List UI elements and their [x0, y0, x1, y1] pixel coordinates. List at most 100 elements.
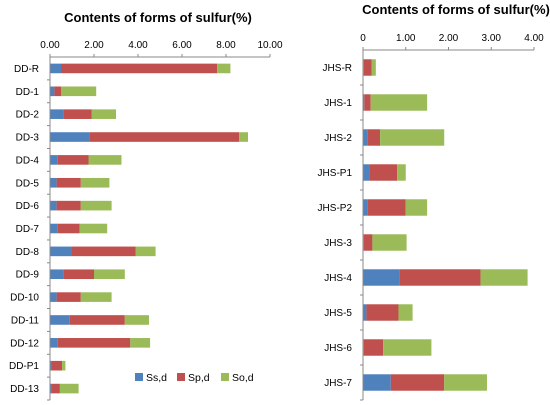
legend-label-ss: Ss,d [146, 372, 167, 384]
x-tick-label: 0.00 [40, 40, 60, 51]
bar-segment-so-d [217, 63, 231, 74]
legend-label-so: So,d [232, 372, 254, 384]
bar-segment-so-d [79, 223, 108, 234]
bar-segment-ss-d [363, 374, 391, 391]
category-label: JHS-4 [324, 273, 352, 284]
x-tick-label: 2.00 [84, 40, 104, 51]
category-label: DD-P1 [9, 361, 39, 372]
bar-segment-ss-d [50, 315, 70, 325]
bar-segment-ss-d [50, 177, 57, 188]
chart-title-dd: Contents of forms of sulfur(%) [64, 10, 252, 25]
x-tick-label: 1.00 [396, 33, 416, 44]
legend-swatch-ss [135, 373, 143, 381]
category-label: DD-13 [10, 384, 39, 395]
bar-segment-so-d [239, 132, 248, 142]
bar-segment-sp-d [69, 315, 125, 325]
category-label: JHS-1 [324, 98, 352, 109]
legend-label-sp: Sp,d [188, 372, 210, 384]
category-label: DD-3 [16, 133, 40, 144]
category-label: DD-8 [16, 247, 40, 258]
bar-segment-ss-d [50, 200, 57, 211]
legend-swatch-sp [177, 373, 185, 381]
bar-segment-ss-d [363, 94, 365, 111]
bar-segment-sp-d [364, 94, 371, 111]
bar-segment-ss-d [363, 129, 368, 146]
bar-segment-sp-d [63, 269, 94, 280]
bar-segment-sp-d [363, 234, 373, 251]
x-tick-label: 10.00 [257, 40, 282, 51]
x-tick-label: 0 [360, 33, 366, 44]
category-label: JHS-2 [324, 133, 352, 144]
bar-segment-sp-d [56, 200, 81, 211]
x-tick-label: 4.00 [524, 33, 544, 44]
bar-segment-ss-d [50, 132, 90, 142]
bar-segment-sp-d [363, 59, 372, 76]
bar-segment-sp-d [57, 223, 80, 234]
bar-segment-ss-d [50, 109, 64, 119]
bar-segment-ss-d [50, 223, 58, 234]
category-label: JHS-7 [324, 378, 352, 389]
bar-segment-ss-d [50, 338, 58, 348]
bar-segment-so-d [135, 246, 156, 257]
bar-segment-so-d [88, 155, 122, 165]
bar-segment-so-d [130, 338, 151, 348]
bar-segment-so-d [59, 383, 79, 394]
bar-segment-so-d [371, 59, 376, 76]
category-label: DD-12 [10, 338, 39, 349]
x-tick-label: 6.00 [172, 40, 192, 51]
bar-segment-sp-d [366, 304, 399, 321]
x-tick-label: 2.00 [439, 33, 459, 44]
bar-segment-so-d [124, 315, 149, 325]
bar-segment-ss-d [363, 199, 368, 216]
x-tick-label: 4.00 [128, 40, 148, 51]
bar-segment-so-d [80, 292, 112, 302]
bar-segment-sp-d [390, 374, 445, 391]
category-label: DD-6 [16, 201, 40, 212]
bar-segment-ss-d [50, 63, 61, 74]
category-label: JHS-5 [324, 308, 352, 319]
bar-segment-sp-d [63, 109, 92, 119]
panel-dd: Contents of forms of sulfur(%) 0.00 2.00 4… [9, 10, 283, 401]
category-label: JHS-3 [324, 238, 352, 249]
bar-segment-so-d [94, 269, 125, 280]
bar-segment-sp-d [57, 155, 89, 165]
category-label: DD-9 [16, 270, 40, 281]
bar-segment-ss-d [50, 155, 58, 165]
bar-segment-so-d [61, 86, 97, 97]
bar-segment-sp-d [54, 86, 61, 97]
bar-segment-sp-d [89, 132, 240, 142]
bar-segment-so-d [62, 360, 66, 371]
panel-jhs: Contents of forms of sulfur(%) 0 1.00 2.00… [318, 2, 550, 401]
category-label: JHS-R [323, 63, 352, 74]
bar-segment-ss-d [363, 304, 367, 321]
category-label: DD-R [14, 64, 39, 75]
category-label: DD-10 [10, 293, 39, 304]
bar-segment-ss-d [50, 360, 52, 371]
bar-segment-sp-d [369, 164, 398, 181]
bar-segment-ss-d [50, 269, 64, 280]
bar-segment-ss-d [50, 292, 57, 302]
x-tick-label: 8.00 [216, 40, 236, 51]
bar-segment-so-d [405, 199, 428, 216]
category-label: DD-5 [16, 178, 40, 189]
bar-segment-ss-d [363, 164, 370, 181]
category-label: DD-1 [16, 87, 40, 98]
bar-segment-sp-d [57, 338, 131, 348]
bar-segment-so-d [372, 234, 407, 251]
bar-segment-sp-d [61, 63, 218, 74]
bar-segment-so-d [397, 164, 406, 181]
bar-segment-so-d [398, 304, 413, 321]
bar-segment-sp-d [72, 246, 136, 257]
bar-segment-sp-d [363, 339, 384, 356]
bar-segment-sp-d [56, 177, 81, 188]
bar-segment-sp-d [367, 129, 381, 146]
bar-segment-ss-d [50, 246, 72, 257]
bar-segment-sp-d [51, 383, 60, 394]
bar-segment-sp-d [399, 269, 481, 286]
bar-segment-ss-d [50, 86, 55, 97]
x-tick-label: 3.00 [482, 33, 502, 44]
bar-segment-sp-d [367, 199, 406, 216]
category-label: DD-7 [16, 224, 40, 235]
bar-segment-sp-d [51, 360, 63, 371]
